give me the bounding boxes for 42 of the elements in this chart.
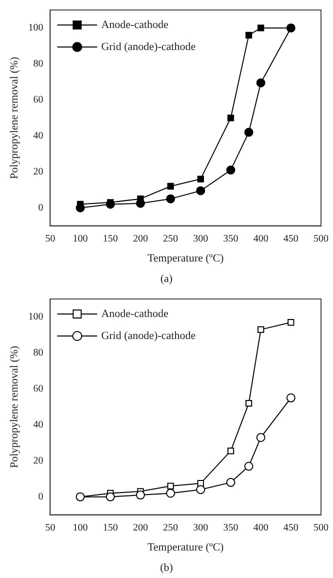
y-tick-label: 100 — [28, 22, 44, 34]
y-tick-label: 60 — [33, 94, 44, 106]
x-tick-label: 150 — [102, 522, 118, 534]
x-tick-label: 300 — [193, 233, 208, 244]
x-tick-label: 450 — [283, 522, 298, 534]
legend-label: Anode-cathode — [101, 308, 169, 320]
legend-label: Grid (anode)-cathode — [101, 40, 196, 53]
text: (a) — [159, 272, 174, 287]
y-tick-label: 0 — [38, 202, 44, 214]
x-axis-title: Temperature (ºC) — [147, 252, 224, 264]
x-tick-label: 500 — [314, 233, 328, 244]
legend-label: Anode-cathode — [101, 18, 169, 31]
x-tick-label: 400 — [253, 233, 268, 244]
x-tick-label: 200 — [132, 522, 148, 534]
x-tick-label: 100 — [72, 522, 88, 534]
y-axis-title: Polypropylene removal (%) — [8, 56, 20, 179]
x-tick-label: 300 — [193, 522, 208, 534]
x-tick-label: 400 — [253, 522, 268, 534]
x-tick-label: 250 — [163, 522, 178, 534]
y-tick-label: 20 — [33, 166, 44, 178]
y-tick-label: 80 — [33, 348, 44, 359]
y-tick-label: 0 — [38, 491, 44, 502]
y-tick-label: 20 — [33, 455, 44, 466]
x-axis-title: Temperature (ºC) — [147, 541, 224, 554]
x-tick-label: 100 — [72, 233, 88, 244]
x-tick-label: 50 — [45, 233, 56, 244]
x-tick-label: 350 — [223, 233, 238, 244]
x-tick-label: 200 — [132, 233, 148, 244]
x-tick-label: 150 — [102, 233, 118, 244]
text: (b) — [159, 561, 174, 576]
y-tick-label: 100 — [28, 312, 44, 323]
legend-label: Grid (anode)-cathode — [101, 330, 196, 342]
x-tick-label: 500 — [314, 522, 328, 534]
y-axis-title: Polypropylene removal (%) — [8, 345, 20, 468]
x-tick-label: 50 — [45, 522, 56, 534]
x-tick-label: 250 — [163, 233, 178, 244]
x-tick-label: 450 — [283, 233, 298, 244]
y-tick-label: 40 — [33, 420, 44, 431]
y-tick-label: 60 — [33, 384, 44, 395]
y-tick-label: 80 — [33, 58, 44, 70]
y-tick-label: 40 — [33, 130, 44, 142]
x-tick-label: 350 — [223, 522, 238, 534]
